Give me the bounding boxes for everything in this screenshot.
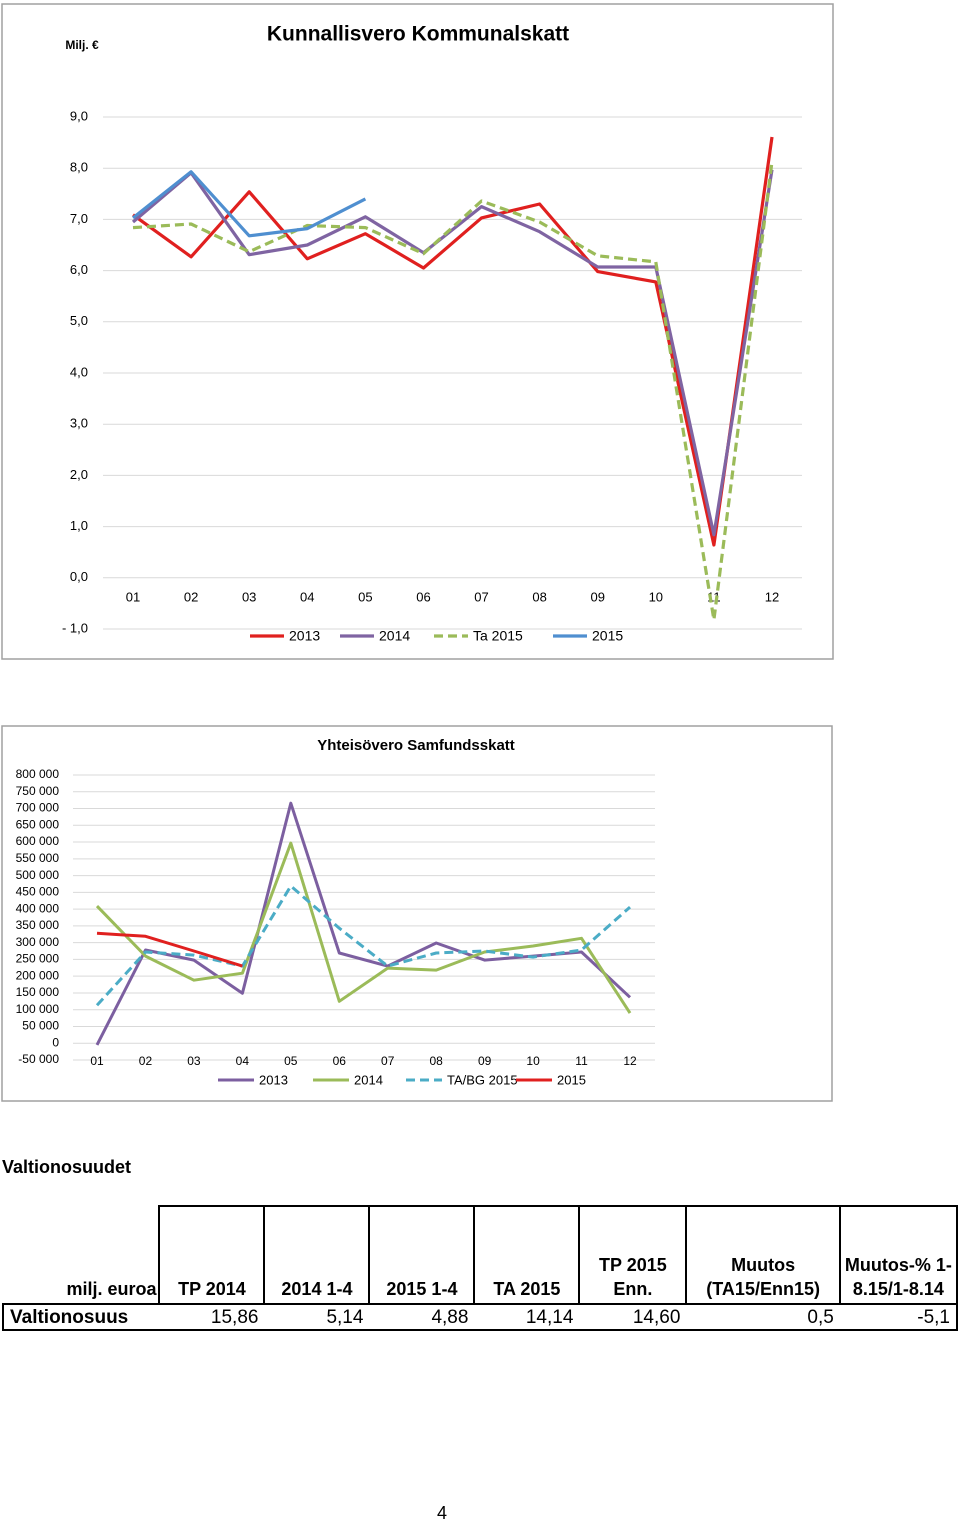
y-tick-label: 800 000 — [16, 767, 60, 781]
x-tick-label: 12 — [623, 1054, 637, 1068]
chart-title: Yhteisövero Samfundsskatt — [317, 737, 515, 754]
line-series — [96, 931, 243, 968]
x-tick-label: 08 — [430, 1054, 444, 1068]
x-tick-label: 06 — [333, 1054, 347, 1068]
data-row: Valtionosuus 15,86 5,14 4,88 14,14 14,60… — [1, 1303, 959, 1331]
header-cell: TA 2015 — [473, 1205, 580, 1304]
legend-label: Ta 2015 — [473, 628, 523, 644]
x-tick-label: 09 — [478, 1054, 492, 1068]
line-series — [95, 841, 632, 1014]
cell: 15,86 — [159, 1303, 265, 1331]
cell: 5,14 — [264, 1303, 370, 1331]
y-tick-label: 550 000 — [16, 851, 60, 865]
header-cell: Muutos-% 1-8.15/1-8.14 — [838, 1205, 959, 1304]
y-tick-label: - 1,0 — [62, 620, 88, 635]
x-tick-label: 02 — [184, 589, 198, 604]
y-tick-label: 3,0 — [70, 416, 88, 431]
y-tick-label: 200 000 — [16, 968, 60, 982]
header-cell: TP 2014 — [158, 1205, 265, 1304]
legend-label: 2015 — [557, 1072, 586, 1087]
x-tick-label: 04 — [300, 589, 314, 604]
y-tick-label: 1,0 — [70, 518, 88, 533]
y-tick-label: 100 000 — [16, 1002, 60, 1016]
header-cell: 2015 1-4 — [368, 1205, 475, 1304]
x-tick-label: 07 — [381, 1054, 395, 1068]
x-tick-label: 09 — [590, 589, 604, 604]
cell: Valtionosuus — [1, 1303, 160, 1331]
cell: 4,88 — [369, 1303, 475, 1331]
x-tick-label: 08 — [532, 589, 546, 604]
cell: 0,5 — [686, 1303, 840, 1331]
y-tick-label: 50 000 — [22, 1019, 59, 1033]
header-cell: 2014 1-4 — [263, 1205, 370, 1304]
line-series — [132, 170, 367, 238]
y-tick-label: 250 000 — [16, 952, 60, 966]
x-tick-label: 03 — [187, 1054, 201, 1068]
y-tick-label: 450 000 — [16, 885, 60, 899]
header-cell: TP 2015 Enn. — [578, 1205, 687, 1304]
x-tick-label: 04 — [236, 1054, 250, 1068]
y-tick-label: 0,0 — [70, 569, 88, 584]
x-tick-label: 02 — [139, 1054, 153, 1068]
y-tick-label: 400 000 — [16, 901, 60, 915]
y-tick-label: 300 000 — [16, 935, 60, 949]
y-tick-label: -50 000 — [18, 1052, 59, 1066]
y-tick-label: 5,0 — [70, 313, 88, 328]
header-cell: Muutos (TA15/Enn15) — [685, 1205, 840, 1304]
y-tick-label: 8,0 — [70, 160, 88, 175]
legend-label: TA/BG 2015 — [447, 1072, 518, 1087]
x-tick-label: 10 — [649, 589, 663, 604]
y-tick-label: 700 000 — [16, 801, 60, 815]
chart-frame — [1, 3, 834, 660]
line-series — [95, 884, 631, 1007]
page-number: 4 — [437, 1503, 448, 1523]
line-series — [95, 801, 632, 1046]
y-tick-label: 0 — [52, 1035, 59, 1049]
x-tick-label: 12 — [765, 589, 779, 604]
section-title: Valtionosuudet — [2, 1157, 132, 1177]
x-tick-label: 10 — [526, 1054, 540, 1068]
x-tick-label: 05 — [284, 1054, 298, 1068]
chart-title: Kunnallisvero Kommunalskatt — [267, 23, 569, 46]
y-tick-label: 150 000 — [16, 985, 60, 999]
cell: 14,14 — [474, 1303, 580, 1331]
legend-label: 2014 — [354, 1072, 383, 1087]
y-tick-label: 7,0 — [70, 211, 88, 226]
header-cell: milj. euroa — [66, 1279, 157, 1299]
charts: Kunnallisvero Kommunalskatt Milj. € - 1,0 0… — [1, 3, 834, 1102]
y-tick-label: 6,0 — [70, 262, 88, 277]
y-tick-label: 600 000 — [16, 834, 60, 848]
x-tick-label: 01 — [126, 589, 140, 604]
legend-label: 2013 — [259, 1072, 288, 1087]
x-tick-label: 05 — [358, 589, 372, 604]
y-tick-label: 650 000 — [16, 817, 60, 831]
line-series — [132, 161, 774, 622]
cell: -5,1 — [839, 1303, 959, 1331]
y-tick-label: 4,0 — [70, 364, 88, 379]
table: milj. euroa TP 2014 2014 1-4 2015 1-4 TA… — [1, 1205, 959, 1331]
x-tick-label: 01 — [90, 1054, 104, 1068]
unit-label: Milj. € — [65, 38, 99, 52]
y-tick-label: 9,0 — [70, 108, 88, 123]
x-tick-label: 06 — [416, 589, 430, 604]
cell: 14,60 — [579, 1303, 687, 1331]
legend-label: 2015 — [592, 628, 623, 644]
legend-label: 2013 — [289, 628, 320, 644]
header-row: milj. euroa TP 2014 2014 1-4 2015 1-4 TA… — [3, 1205, 959, 1304]
legend-label: 2014 — [379, 628, 410, 644]
x-tick-label: 07 — [474, 589, 488, 604]
y-tick-label: 500 000 — [16, 868, 60, 882]
y-tick-label: 350 000 — [16, 918, 60, 932]
chart-frame — [1, 725, 833, 1102]
y-tick-label: 750 000 — [16, 784, 60, 798]
y-tick-label: 2,0 — [70, 467, 88, 482]
x-tick-label: 03 — [242, 589, 256, 604]
x-tick-label: 11 — [575, 1054, 588, 1068]
